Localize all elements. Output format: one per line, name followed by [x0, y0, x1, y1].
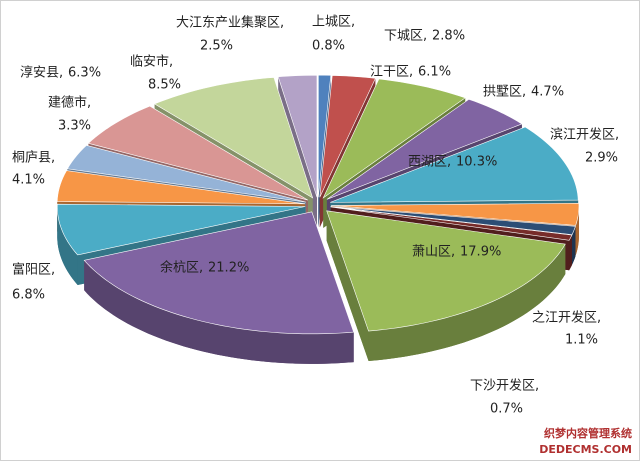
data-label-separator: ,: [199, 261, 203, 276]
data-label-value: 17.9%: [460, 245, 501, 260]
data-label-value: 6.3%: [68, 66, 101, 81]
slice: [322, 78, 466, 199]
data-label-name: 滨江开发区: [550, 127, 615, 143]
data-label-value: 4.7%: [531, 85, 564, 100]
slice-side: [572, 226, 576, 265]
data-label-separator: ,: [522, 85, 526, 100]
slice: [153, 77, 314, 199]
data-label-value: 0.8%: [312, 39, 345, 54]
slice-side: [575, 205, 579, 256]
slice-wall: [326, 210, 369, 362]
slice: [330, 126, 579, 203]
data-label-value: 2.8%: [432, 29, 465, 44]
data-label-value: 21.2%: [208, 261, 249, 276]
slice-side: [57, 206, 78, 285]
slice: [277, 74, 318, 198]
pie: [56, 74, 580, 364]
data-label-separator: ,: [169, 55, 173, 70]
data-label-value: 2.5%: [200, 39, 233, 54]
data-label-value: 10.3%: [456, 155, 497, 170]
data-label-separator: ,: [615, 128, 619, 143]
data-label-separator: ,: [51, 151, 55, 166]
data-label-name: 建德市: [48, 95, 87, 111]
slice: [56, 170, 306, 205]
data-label-separator: ,: [51, 263, 55, 278]
data-label-separator: ,: [59, 66, 63, 81]
slice: [87, 105, 309, 201]
data-label-value: 1.1%: [565, 333, 598, 348]
data-label-separator: ,: [87, 96, 91, 111]
data-label-separator: ,: [351, 15, 355, 30]
data-label-name: 下城区: [384, 29, 423, 44]
data-label-value: 6.8%: [12, 288, 45, 303]
data-label-value: 2.9%: [585, 151, 618, 166]
slice: [326, 98, 523, 200]
data-label-name: 拱墅区: [483, 85, 522, 100]
watermark: 织梦内容管理系统: [544, 426, 632, 440]
data-label-name: 之江开发区: [532, 310, 597, 326]
slice: [326, 210, 566, 332]
watermark: DEDECMS.COM: [539, 443, 632, 456]
data-label-value: 3.3%: [58, 119, 91, 134]
slice-side: [368, 244, 566, 362]
data-label-name: 江干区: [370, 65, 409, 80]
data-label-name: 富阳区: [12, 262, 51, 278]
data-label-name: 上城区: [312, 15, 351, 30]
data-label-separator: ,: [535, 379, 539, 394]
slice: [330, 206, 576, 235]
data-label-value: 4.1%: [12, 173, 45, 188]
data-label-separator: ,: [451, 245, 455, 260]
data-label-separator: ,: [409, 65, 413, 80]
data-label-name: 临安市: [130, 54, 169, 70]
data-label-separator: ,: [447, 155, 451, 170]
data-label-value: 6.1%: [418, 65, 451, 80]
data-label-name: 淳安县: [20, 65, 59, 81]
data-label-name: 萧山区: [412, 245, 451, 260]
data-label-value: 0.7%: [490, 402, 523, 417]
data-label-name: 余杭区: [160, 260, 199, 276]
slice: [83, 211, 355, 335]
data-label-name: 桐庐县: [12, 151, 51, 166]
data-label-name: 西湖区: [408, 155, 447, 170]
data-label-separator: ,: [597, 311, 601, 326]
slice: [56, 203, 306, 256]
slice-side: [569, 235, 572, 271]
data-label-separator: ,: [280, 16, 284, 31]
slice-side: [84, 260, 354, 364]
data-label-name: 下沙开发区: [470, 378, 535, 394]
labels: 上城区 , 0.8% 下城区, 2.8% 江干区, 6.1% 拱墅区, 4.7% 西湖区, 10.3…: [12, 15, 619, 417]
data-label-name: 大江东产业集聚区: [176, 15, 280, 31]
data-label-separator: ,: [423, 29, 427, 44]
slice: [330, 202, 580, 226]
slice: [330, 206, 573, 241]
slice: [66, 145, 307, 203]
slice: [318, 74, 332, 198]
data-label-value: 8.5%: [148, 78, 181, 93]
slice: [319, 75, 376, 198]
